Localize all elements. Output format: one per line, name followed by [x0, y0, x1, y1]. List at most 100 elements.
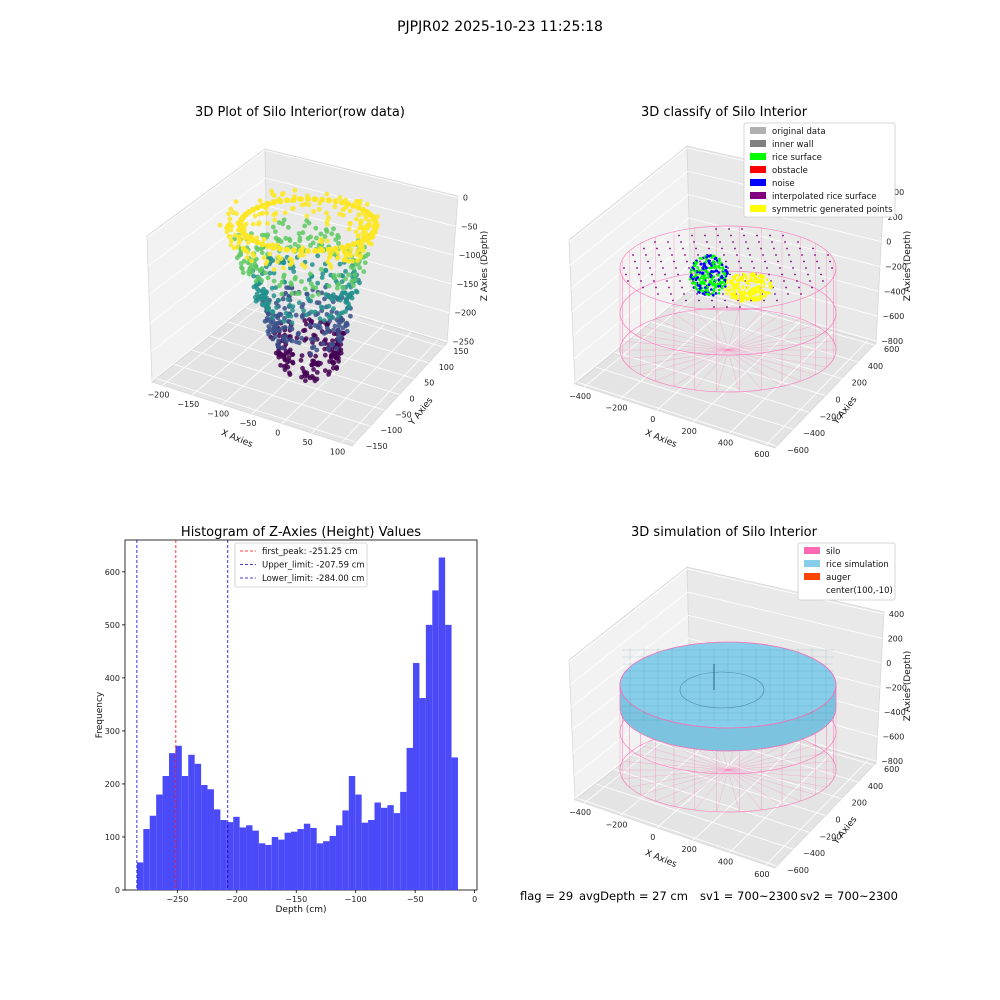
raw-point [275, 342, 280, 347]
y-tick-label: 600 [884, 345, 899, 354]
x-tick-label: 0 [650, 833, 655, 842]
y-tick-label: 200 [852, 379, 867, 388]
raw-point [331, 327, 336, 333]
rice-point [709, 270, 713, 274]
raw-point [336, 323, 342, 329]
symmetric-point [755, 296, 758, 299]
raw-point [274, 305, 279, 310]
interpolated-dot [734, 247, 736, 250]
z-tick-label: −400 [884, 708, 906, 717]
symmetric-point [733, 294, 737, 298]
histogram-bar [419, 698, 426, 890]
z-tick-label: −200 [885, 684, 907, 693]
raw-point [336, 327, 341, 333]
rice-point [719, 276, 723, 279]
symmetric-point [768, 291, 771, 295]
raw-point [356, 233, 362, 239]
symmetric-point [729, 281, 733, 285]
legend-label: rice surface [772, 153, 822, 163]
raw-point [288, 280, 294, 286]
rice-point [720, 263, 724, 267]
raw-point [311, 209, 316, 214]
raw-point [281, 272, 287, 278]
classify-x-ticks: −400 −200 0 200 400 600 [569, 392, 769, 459]
silo-floor-spoke [727, 308, 740, 351]
y-tick-label: 300 [105, 727, 120, 736]
rice-point [714, 279, 718, 282]
wall-grid-z [569, 591, 883, 685]
interpolated-dot [783, 280, 785, 282]
interpolated-dot [796, 280, 798, 282]
y-tick-label: −150 [366, 442, 388, 451]
rice-point [709, 275, 712, 279]
raw-point [267, 270, 273, 276]
raw-point [310, 358, 315, 364]
histogram-bar [445, 624, 452, 890]
legend-label: inner wall [772, 140, 813, 150]
interpolated-dot [809, 280, 811, 282]
z-tick-label: 400 [889, 610, 904, 619]
floor-grid-y [577, 797, 778, 867]
raw-point [287, 256, 293, 262]
symmetric-point [761, 280, 765, 283]
rice-point [714, 267, 718, 270]
raw-point [256, 275, 261, 281]
silo-floor-spoke [640, 745, 729, 771]
raw-point [297, 300, 302, 306]
x-tick-label: −200 [605, 820, 627, 829]
symmetric-point [746, 298, 749, 301]
raw-point [300, 365, 305, 371]
raw-point [356, 212, 362, 218]
interpolated-dot [658, 254, 660, 256]
symmetric-point [759, 278, 762, 282]
y-tick-label: −400 [803, 849, 825, 858]
raw-point [324, 325, 330, 331]
raw-rim-point [284, 246, 290, 253]
raw-point [277, 351, 283, 356]
symmetric-point [736, 282, 739, 286]
raw-point [330, 342, 336, 347]
interpolated-dot [730, 234, 732, 237]
raw-point [338, 334, 344, 340]
raw-point [335, 282, 341, 288]
raw-rim-point [254, 239, 261, 246]
interpolated-dot [627, 280, 629, 282]
raw-point [265, 311, 271, 316]
histogram-bar [400, 791, 407, 890]
interpolated-dot [699, 260, 701, 263]
symmetric-point [749, 276, 752, 280]
silo-floor-spoke [655, 349, 729, 382]
raw-point [314, 347, 320, 353]
symmetric-point [744, 274, 748, 278]
x-tick-label: −400 [569, 392, 591, 401]
rice-point [703, 263, 706, 267]
z-tick-label: −250 [452, 338, 474, 347]
raw-point [278, 312, 284, 318]
interpolated-dot [662, 267, 664, 269]
interpolated-dot [691, 234, 693, 237]
interpolated-dot [729, 273, 731, 276]
legend-label: rice simulation [826, 560, 889, 570]
raw-point [299, 335, 304, 341]
interpolated-dot [670, 293, 672, 295]
raw-point [275, 259, 280, 265]
rice-point [700, 262, 703, 266]
raw-point [265, 329, 271, 334]
raw-point [304, 370, 310, 376]
symmetric-point [726, 289, 730, 293]
histogram-bar [156, 794, 163, 890]
floor-grid-y [595, 783, 794, 850]
rice-point [696, 276, 699, 279]
raw-point [253, 283, 259, 289]
interpolated-dot [698, 299, 700, 302]
raw-rim-point [339, 199, 345, 206]
raw-point [264, 295, 269, 301]
symmetric-point [739, 293, 743, 297]
raw-rim-point [360, 237, 366, 244]
raw-point [346, 272, 351, 278]
legend-swatch [750, 127, 766, 134]
legend-swatch [804, 560, 820, 567]
raw-point [343, 299, 349, 305]
symmetric-point [764, 295, 767, 298]
raw-point [233, 199, 239, 205]
